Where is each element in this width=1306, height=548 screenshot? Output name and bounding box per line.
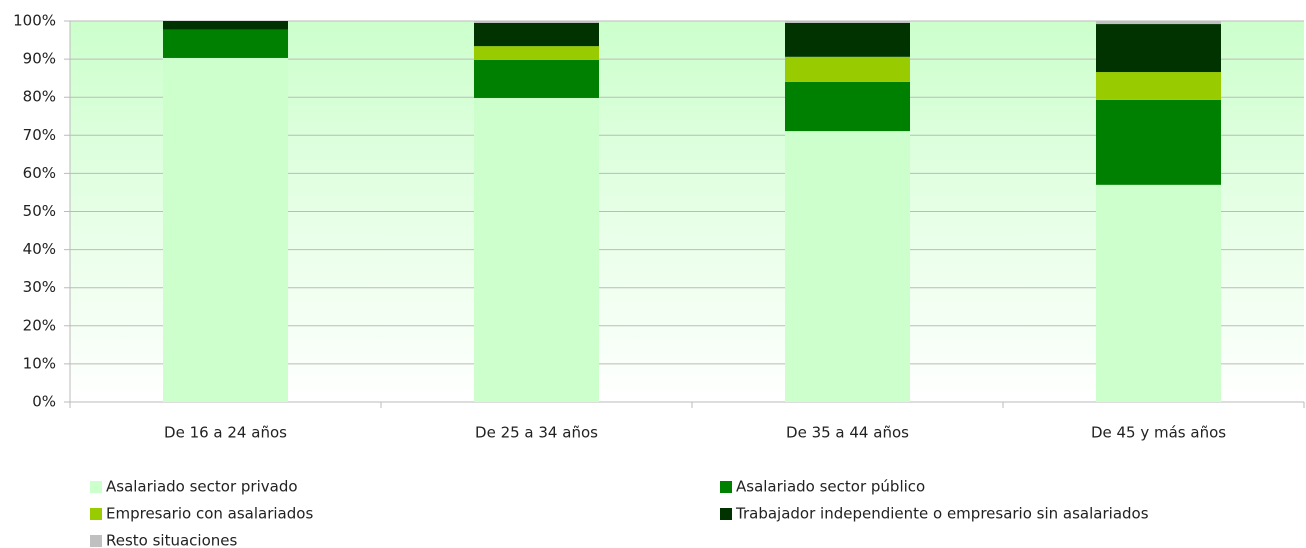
y-tick-label: 100% [13, 12, 56, 30]
legend-swatch [90, 535, 102, 547]
bar-segment [474, 21, 599, 23]
y-tick-label: 90% [23, 50, 56, 68]
y-tick-label: 30% [23, 278, 56, 296]
bar-segment [785, 81, 910, 132]
legend-label: Empresario con asalariados [106, 505, 313, 523]
bar-segment [474, 97, 599, 402]
bar-segment [1096, 72, 1221, 100]
legend-label: Asalariado sector público [736, 478, 925, 496]
bar-segment [785, 56, 910, 82]
bar-segment [163, 29, 288, 58]
x-tick-label: De 35 a 44 años [786, 424, 909, 442]
bar-segment [785, 22, 910, 57]
legend-label: Resto situaciones [106, 532, 238, 548]
bar-segment [163, 21, 288, 30]
bar-segment [474, 59, 599, 98]
y-tick-label: 10% [23, 354, 56, 372]
bar-segment [1096, 99, 1221, 185]
y-tick-label: 60% [23, 164, 56, 182]
y-tick-label: 70% [23, 126, 56, 144]
bar-segment [474, 22, 599, 47]
y-tick-label: 40% [23, 240, 56, 258]
legend-swatch [720, 481, 732, 493]
x-tick-label: De 25 a 34 años [475, 424, 598, 442]
bar-segment [1096, 184, 1221, 402]
bar-segment [1096, 21, 1221, 25]
legend-label: Asalariado sector privado [106, 478, 298, 496]
y-tick-label: 0% [32, 393, 56, 411]
bar-segment [163, 57, 288, 402]
y-tick-label: 80% [23, 88, 56, 106]
bar-segment [785, 131, 910, 402]
x-tick-label: De 16 a 24 años [164, 424, 287, 442]
x-tick-label: De 45 y más años [1091, 424, 1226, 442]
bar-segment [785, 21, 910, 23]
legend-swatch [90, 508, 102, 520]
legend-swatch [720, 508, 732, 520]
legend-swatch [90, 481, 102, 493]
bar-segment [1096, 24, 1221, 73]
y-tick-label: 20% [23, 316, 56, 334]
legend-label: Trabajador independiente o empresario si… [735, 505, 1149, 523]
y-tick-label: 50% [23, 202, 56, 220]
bar-segment [474, 46, 599, 60]
